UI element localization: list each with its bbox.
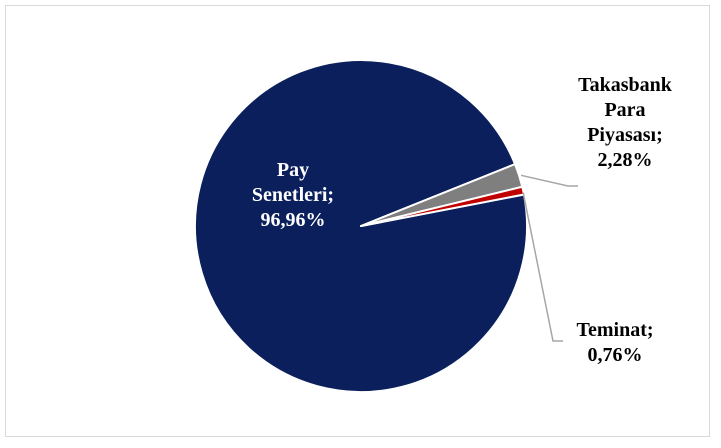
label-line: Teminat;	[576, 319, 654, 341]
leader-line-takasbank	[520, 174, 578, 187]
data-label-takasbank-para-piyasasi: Takasbank Para Piyasası; 2,28%	[560, 73, 690, 173]
data-label-teminat: Teminat; 0,76%	[555, 318, 675, 368]
label-line: Takasbank	[578, 74, 672, 96]
leader-line-teminat	[522, 192, 563, 342]
label-line: 2,28%	[597, 149, 653, 171]
label-line: Senetleri;	[251, 184, 335, 206]
label-line: Para	[604, 99, 646, 121]
label-line: 96,96%	[260, 209, 326, 231]
label-line: Piyasası;	[587, 124, 663, 146]
label-line: 0,76%	[587, 344, 643, 366]
data-label-pay-senetleri: Pay Senetleri; 96,96%	[228, 158, 358, 233]
label-line: Pay	[276, 159, 310, 181]
